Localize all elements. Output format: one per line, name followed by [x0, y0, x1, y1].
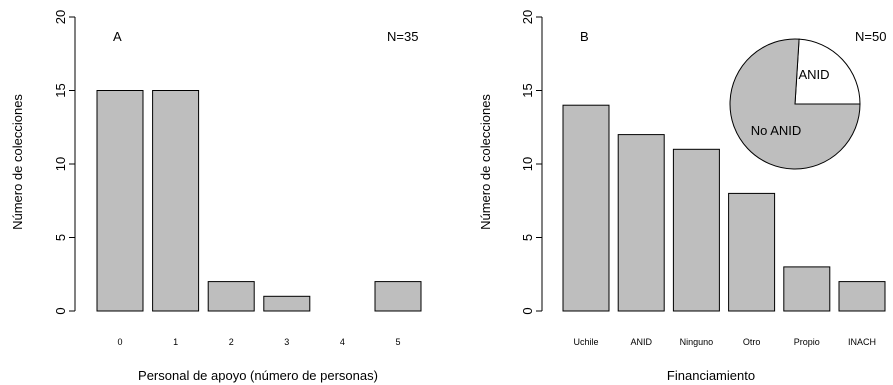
panel-a-bars [96, 90, 422, 312]
panel-a-y-axis-title: Número de colecciones [10, 94, 25, 230]
panel-b-y-tick-label: 0 [520, 307, 535, 314]
panel-b-bar-uchile [562, 104, 610, 312]
panel-a-category-label: 5 [395, 337, 400, 347]
panel-b-category-label: Otro [743, 337, 761, 347]
panel-b-inset-pie: ANID No ANID [729, 38, 861, 170]
pie-label-no-anid: No ANID [751, 123, 802, 138]
panel-b-category-labels: Uchile ANID Ninguno Otro Propio INACH [573, 337, 876, 347]
panel-a-bar-2 [207, 281, 255, 312]
panel-a-n-label: N=35 [387, 29, 418, 44]
panel-b-y-tick-label: 15 [520, 83, 535, 97]
panel-b-bar-otro [728, 192, 776, 312]
panel-b-y-axis: 0 5 10 15 20 [520, 10, 543, 315]
panel-a-x-axis-title: Personal de apoyo (número de personas) [138, 368, 378, 383]
panel-a-category-label: 4 [340, 337, 345, 347]
panel-a-category-labels: 0 1 2 3 4 5 [117, 337, 400, 347]
panel-b-bar-ninguno [672, 148, 720, 312]
panel-a-y-axis: 0 5 10 15 20 [53, 10, 76, 315]
panel-b-y-tick-label: 20 [520, 10, 535, 24]
panel-a-bar-3 [263, 295, 311, 312]
panel-b-category-label: INACH [848, 337, 876, 347]
panel-b-y-tick-label: 10 [520, 157, 535, 171]
panel-a-category-label: 3 [284, 337, 289, 347]
pie-slice-no-anid [729, 38, 861, 170]
panel-b-y-tick-label: 5 [520, 234, 535, 241]
panel-a-category-label: 2 [229, 337, 234, 347]
panel-a-y-tick-label: 0 [53, 307, 68, 314]
panel-a-y-tick-label: 5 [53, 234, 68, 241]
panel-a: Número de colecciones Personal de apoyo … [10, 10, 422, 383]
pie-slice-anid [794, 38, 861, 105]
panel-a-y-tick-label: 10 [53, 157, 68, 171]
panel-a-y-tick-label: 20 [53, 10, 68, 24]
panel-b-bar-propio [783, 266, 831, 312]
panel-a-category-label: 0 [117, 337, 122, 347]
panel-b-bar-inach [838, 281, 886, 312]
panel-b-category-label: Ninguno [680, 337, 714, 347]
panel-b-y-axis-title: Número de colecciones [478, 94, 493, 230]
panel-b-category-label: ANID [630, 337, 652, 347]
panel-b-category-label: Uchile [573, 337, 598, 347]
panel-a-bar-5 [374, 281, 422, 312]
panel-a-letter: A [113, 29, 122, 44]
panel-b-n-label: N=50 [855, 29, 886, 44]
pie-label-anid: ANID [798, 67, 829, 82]
panel-b-x-axis-title: Financiamiento [667, 368, 755, 383]
panel-a-bar-0 [96, 90, 144, 312]
panel-a-bar-1 [152, 90, 200, 312]
panel-b-letter: B [580, 29, 589, 44]
panel-b-bars [562, 104, 886, 312]
panel-a-y-tick-label: 15 [53, 83, 68, 97]
panel-b: Número de colecciones Financiamiento B N… [478, 10, 886, 383]
panel-b-category-label: Propio [794, 337, 820, 347]
panel-b-bar-anid [617, 134, 665, 312]
panel-a-category-label: 1 [173, 337, 178, 347]
